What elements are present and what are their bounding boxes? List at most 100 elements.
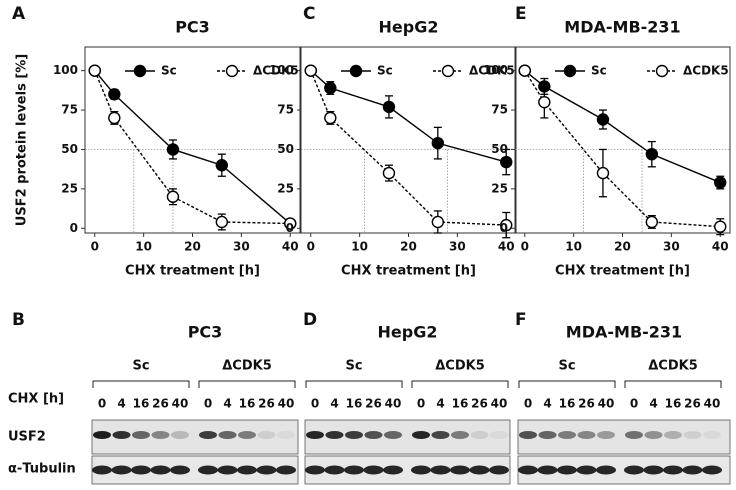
row-label: α-Tubulin	[8, 462, 76, 477]
x-tick-label: 40	[712, 240, 729, 254]
group-bracket	[198, 380, 296, 388]
lane-label: 16	[346, 397, 363, 411]
group-label: ΔCDK5	[435, 359, 485, 374]
usf2-band	[451, 431, 469, 439]
usf2-band	[112, 431, 131, 439]
tubulin-band	[111, 465, 132, 475]
usf2-band	[644, 431, 663, 439]
tubulin-band	[643, 465, 664, 475]
usf2-band	[664, 431, 682, 439]
x-tick-label: 30	[233, 240, 250, 254]
usf2-band	[490, 431, 508, 439]
y-tick-label: 75	[61, 103, 78, 117]
legend-marker	[655, 64, 669, 78]
usf2-band	[151, 431, 170, 439]
data-point	[284, 217, 297, 230]
lane-label: 0	[417, 397, 425, 411]
data-point	[538, 95, 551, 109]
lane-label: 26	[471, 397, 488, 411]
legend-label: ΔCDK5	[253, 64, 299, 78]
usf2-band	[703, 431, 721, 439]
lane-label: 0	[524, 397, 532, 411]
lane-label: 26	[578, 397, 595, 411]
data-point	[215, 159, 229, 172]
data-point	[431, 136, 445, 150]
usf2-band	[577, 431, 596, 439]
tubulin-band	[702, 465, 722, 475]
y-tick-label: 50	[491, 142, 508, 156]
data-point	[596, 166, 610, 180]
y-tick-label: 75	[491, 103, 508, 117]
data-point	[645, 147, 659, 161]
usf2-band	[306, 431, 324, 439]
lane-label: 0	[98, 397, 106, 411]
data-point	[518, 64, 531, 77]
data-point	[596, 113, 610, 126]
y-tick-label: 25	[491, 181, 508, 195]
legend-marker	[441, 64, 455, 78]
tubulin-band	[344, 465, 364, 475]
series-line	[524, 70, 721, 184]
tubulin-band	[624, 465, 644, 475]
data-point	[324, 81, 337, 95]
panel-letter: F	[515, 310, 527, 330]
x-axis-label: CHX treatment [h]	[555, 264, 690, 279]
tubulin-band	[363, 465, 384, 475]
y-tick-label: 100	[269, 63, 294, 77]
tubulin-band	[518, 465, 538, 475]
usf2-band	[625, 431, 643, 439]
tubulin-band	[663, 465, 683, 475]
y-tick-label: 100	[53, 63, 78, 77]
legend-label: Sc	[591, 64, 607, 78]
usf2-band	[558, 431, 576, 439]
data-point	[645, 215, 659, 229]
x-tick-label: 0	[307, 240, 315, 254]
data-point	[714, 220, 727, 233]
tubulin-band	[383, 465, 403, 475]
x-tick-label: 20	[614, 240, 631, 254]
x-tick-label: 0	[91, 240, 99, 254]
group-bracket	[305, 380, 403, 388]
data-point	[166, 143, 180, 156]
x-tick-label: 30	[449, 240, 466, 254]
tubulin-band	[170, 465, 190, 475]
usf2-band	[257, 431, 276, 439]
tubulin-band	[150, 465, 171, 475]
row-label: USF2	[8, 430, 46, 445]
group-label: Sc	[558, 359, 575, 374]
x-tick-label: 30	[663, 240, 680, 254]
legend-marker	[133, 64, 147, 78]
usf2-band	[199, 431, 217, 439]
y-tick-label: 25	[277, 181, 294, 195]
lane-label: 0	[204, 397, 212, 411]
y-tick-label: 25	[61, 181, 78, 195]
series-line	[310, 70, 507, 226]
data-point	[88, 64, 101, 77]
lane-label: 4	[649, 397, 657, 411]
lane-label: 40	[385, 397, 402, 411]
usf2-band	[218, 431, 237, 439]
y-tick-label: 75	[277, 103, 294, 117]
tubulin-band	[276, 465, 296, 475]
series-line	[310, 70, 507, 163]
usf2-band	[597, 431, 615, 439]
tubulin-band	[237, 465, 257, 475]
lane-label: 16	[239, 397, 256, 411]
tubulin-band	[469, 465, 490, 475]
lane-label: 26	[258, 397, 275, 411]
lane-label: 0	[311, 397, 319, 411]
lane-label: 4	[223, 397, 231, 411]
lane-label: 40	[704, 397, 721, 411]
usf2-band	[93, 431, 111, 439]
series-line	[94, 70, 291, 225]
data-point	[108, 111, 121, 125]
panel-letter: A	[12, 4, 26, 24]
blot-title: PC3	[188, 323, 223, 342]
x-tick-label: 0	[521, 240, 529, 254]
legend-label: ΔCDK5	[469, 64, 515, 78]
usf2-band	[412, 431, 430, 439]
y-axis-label: USF2 protein levels [%]	[15, 54, 30, 226]
lane-label: 4	[436, 397, 444, 411]
lane-label: 16	[133, 397, 150, 411]
